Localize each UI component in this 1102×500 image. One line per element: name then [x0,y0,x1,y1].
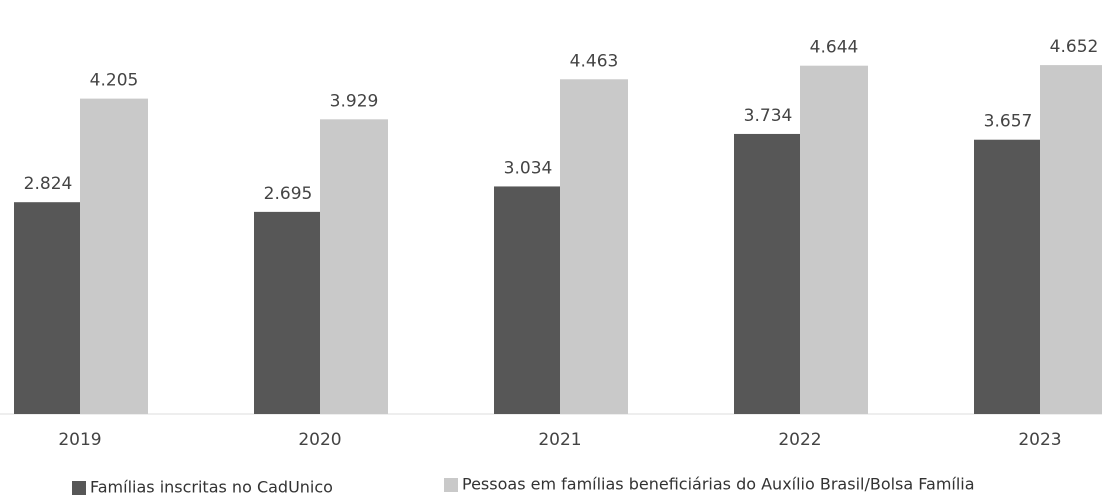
bar [734,133,802,414]
bar [1040,65,1102,414]
data-label: 2.695 [264,184,313,204]
bar [800,65,868,414]
bar [14,202,82,414]
data-label: 4.205 [90,71,139,91]
bar [320,119,388,414]
bar [80,98,148,414]
x-tick-label: 2023 [1018,430,1061,450]
bar [974,139,1042,414]
data-label: 4.463 [570,51,619,71]
legend-label: Pessoas em famílias beneficiárias do Aux… [462,475,975,494]
legend-swatch [72,481,86,495]
data-label: 3.657 [984,112,1033,132]
bar [560,79,628,415]
data-label: 4.644 [810,38,859,58]
x-tick-label: 2020 [298,430,341,450]
x-tick-label: 2021 [538,430,581,450]
x-tick-label: 2019 [58,430,101,450]
data-label: 2.824 [24,174,73,194]
data-label: 3.929 [330,91,379,111]
data-label: 4.652 [1050,37,1099,57]
bar [254,211,322,414]
data-label: 3.034 [504,158,553,178]
x-tick-label: 2022 [778,430,821,450]
data-label: 3.734 [744,106,793,126]
bar [494,186,562,414]
legend-label: Famílias inscritas no CadUnico [90,478,333,497]
legend-swatch [444,478,458,492]
